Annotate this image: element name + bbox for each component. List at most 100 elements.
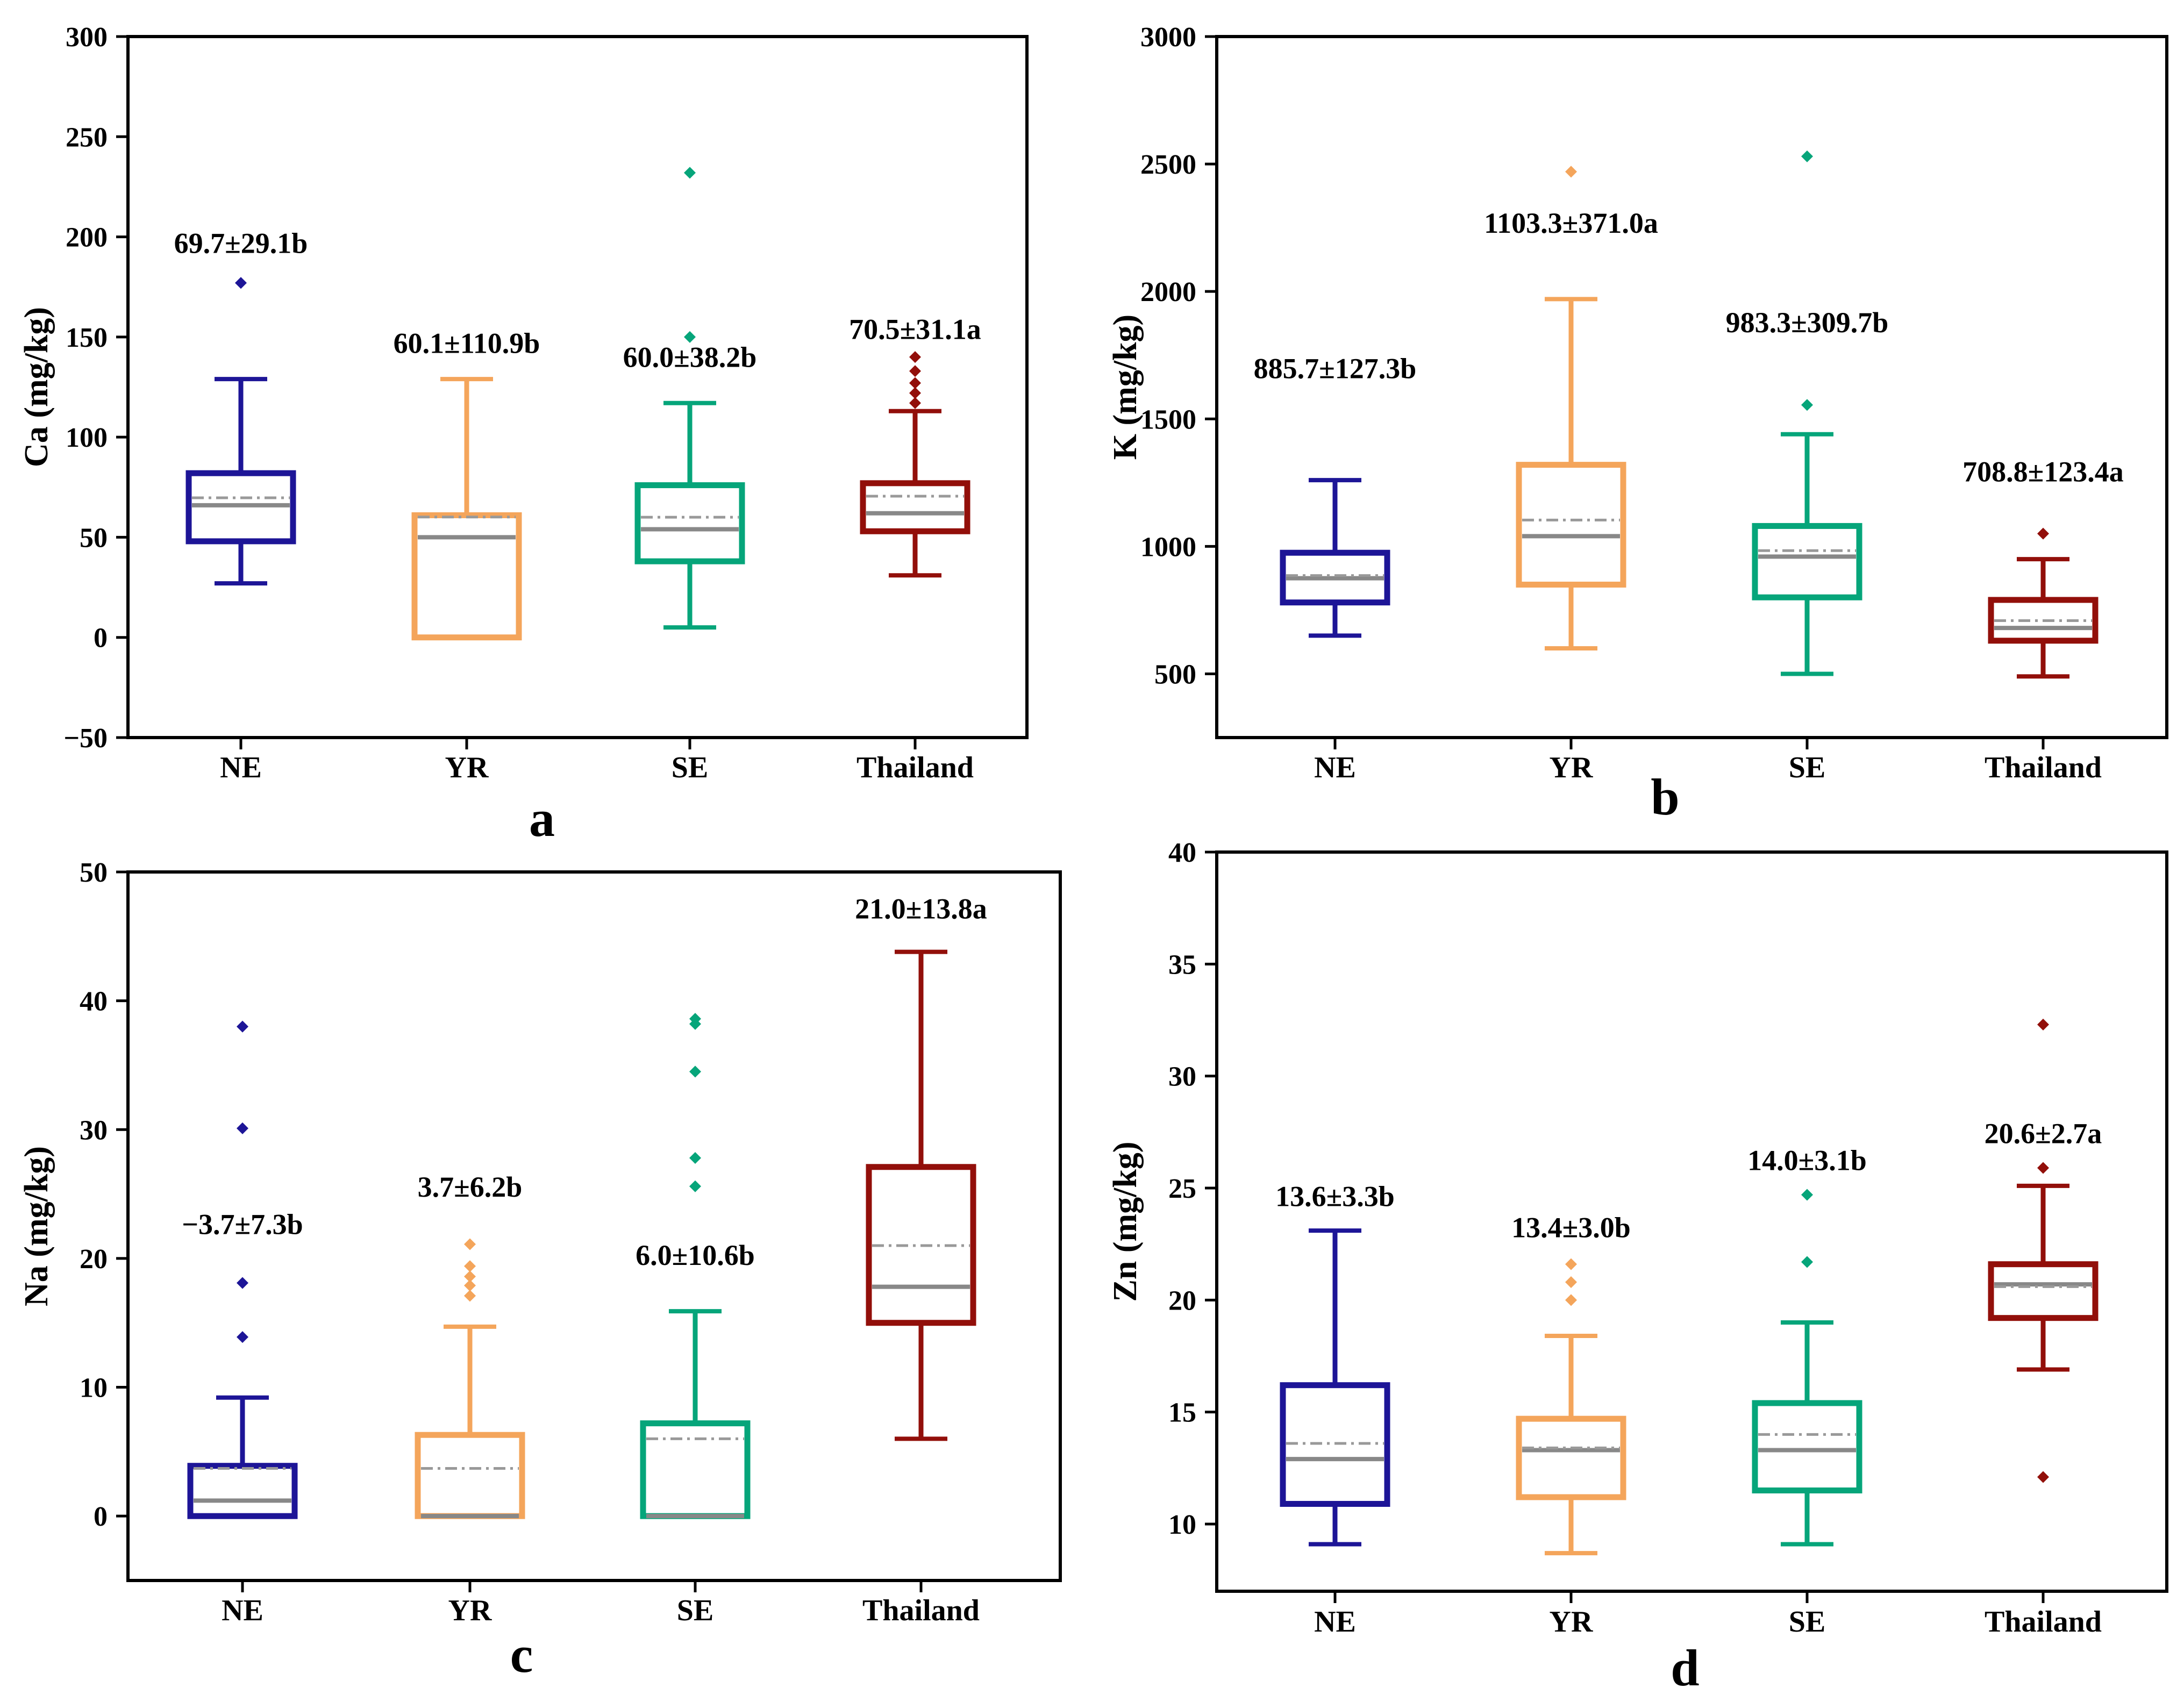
y-tick-label-d: 35 [1168,949,1196,980]
x-tick-label-c: Thailand [862,1594,980,1627]
y-tick-label-a: 100 [66,423,108,453]
box-a-yr: 60.1±110.9b [394,327,540,641]
x-tick-label-c: YR [448,1594,492,1627]
panel-d: 10 15 20 25 30 35 40 Zn (mg/kg) d 13.6±3.3b NE 13.4… [1107,838,2168,1695]
iqr-box [860,480,970,534]
box-b-se: 983.3±309.7b [1726,150,1888,676]
y-tick-label-d: 10 [1168,1510,1196,1540]
stat-annotation: 3.7±6.2b [418,1171,523,1203]
y-tick-label-a: 300 [66,22,108,53]
y-tick-label-b: 3000 [1140,22,1196,53]
outlier-point [464,1270,476,1283]
x-tick-label-d: YR [1550,1605,1593,1639]
y-axis-label-a: Ca (mg/kg) [18,307,55,467]
x-tick-label-a: NE [220,751,262,784]
stat-annotation: −3.7±7.3b [182,1208,303,1240]
outlier-point [689,1013,701,1025]
box-a-se: 60.0±38.2b [623,167,757,630]
panel-letter-c: c [510,1626,533,1683]
outlier-point [237,1331,248,1343]
y-tick-label-a: 150 [66,323,108,353]
outlier-point [1565,1294,1577,1306]
y-tick-label-a: 250 [66,122,108,153]
plot-frame-d [1215,850,2168,1593]
box-a-ne: 69.7±29.1b [174,227,308,586]
y-tick-label-d: 40 [1168,838,1196,868]
outlier-point [2037,1471,2049,1483]
stat-annotation: 6.0±10.6b [636,1239,755,1271]
box-b-yr: 1103.3±371.0a [1484,166,1658,651]
panel-letter-d: d [1671,1639,1699,1695]
x-tick-label-d: SE [1789,1605,1826,1639]
box-d-thailand: 20.6±2.7a [1985,1018,2102,1483]
outlier-point [464,1238,476,1250]
y-axis-label-c: Na (mg/kg) [18,1146,55,1306]
y-tick-label-b: 1000 [1140,532,1196,562]
stat-annotation: 885.7±127.3b [1254,352,1417,384]
y-tick-label-d: 20 [1168,1285,1196,1316]
box-a-thailand: 70.5±31.1a [849,313,981,578]
iqr-box [640,1420,751,1519]
iqr-box [1516,462,1626,588]
y-tick-label-b: 2500 [1140,149,1196,180]
stat-annotation: 708.8±123.4a [1962,455,2124,488]
stat-annotation: 60.1±110.9b [394,327,540,360]
plot-frame-a [126,35,1029,739]
y-tick-label-d: 30 [1168,1062,1196,1092]
y-axis-label-d: Zn (mg/kg) [1107,1142,1144,1302]
y-tick-label-b: 1500 [1140,404,1196,435]
outlier-point [1565,166,1577,178]
x-tick-label-c: NE [222,1594,263,1627]
outlier-point [2037,1018,2049,1031]
stat-annotation: 1103.3±371.0a [1484,207,1658,239]
outlier-point [464,1260,476,1272]
y-tick-label-b: 500 [1154,659,1196,690]
y-tick-label-c: 30 [80,1115,108,1146]
y-axis-label-b: K (mg/kg) [1107,314,1144,460]
iqr-box [411,512,522,641]
outlier-point [684,331,696,343]
outlier-point [909,377,921,389]
panel-c: 0 10 20 30 40 50 Na (mg/kg) c −3.7±7.3b NE 3.7±6.2… [18,857,1062,1683]
outlier-point [464,1279,476,1292]
x-tick-label-a: SE [672,751,709,784]
outlier-point [689,1152,701,1164]
iqr-box [415,1432,525,1519]
x-tick-label-a: YR [445,751,489,784]
outlier-point [1801,1189,1813,1201]
y-tick-label-a: 0 [94,623,108,654]
y-tick-label-a: −50 [63,723,108,754]
x-tick-label-a: Thailand [857,751,974,784]
box-d-yr: 13.4±3.0b [1511,1212,1631,1556]
outlier-point [689,1180,701,1192]
x-tick-label-b: YR [1550,751,1593,784]
box-b-thailand: 708.8±123.4a [1962,455,2124,679]
stat-annotation: 60.0±38.2b [623,341,757,374]
outlier-point [909,387,921,399]
stat-annotation: 13.6±3.3b [1275,1180,1395,1212]
y-tick-label-c: 10 [80,1373,108,1404]
outlier-point [689,1065,701,1078]
outlier-point [1565,1258,1577,1270]
outlier-point [909,365,921,377]
outlier-point [909,351,921,363]
box-c-thailand: 21.0±13.8a [855,892,987,1441]
stat-annotation: 69.7±29.1b [174,227,308,259]
outlier-point [235,277,247,289]
stat-annotation: 14.0±3.1b [1747,1145,1867,1177]
iqr-box [1988,1261,2099,1321]
box-c-yr: 3.7±6.2b [415,1171,525,1519]
plot-frame-b [1215,35,2168,739]
y-tick-label-c: 20 [80,1244,108,1275]
y-tick-label-d: 25 [1168,1174,1196,1204]
iqr-box [1752,1400,1862,1493]
x-tick-label-b: Thailand [1985,751,2102,784]
outlier-point [237,1122,248,1134]
outlier-point [1801,1256,1813,1268]
outlier-point [909,397,921,409]
x-tick-label-c: SE [677,1594,714,1627]
stat-annotation: 13.4±3.0b [1511,1212,1631,1244]
y-tick-label-b: 2000 [1140,277,1196,307]
stat-annotation: 70.5±31.1a [849,313,981,346]
outlier-point [2037,527,2049,540]
